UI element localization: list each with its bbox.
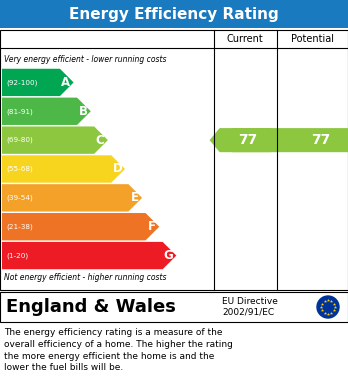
Bar <box>0 30 348 290</box>
Polygon shape <box>2 242 176 269</box>
Text: Not energy efficient - higher running costs: Not energy efficient - higher running co… <box>4 273 166 283</box>
Text: (39-54): (39-54) <box>6 195 33 201</box>
Text: England & Wales: England & Wales <box>6 298 176 316</box>
Text: (55-68): (55-68) <box>6 166 33 172</box>
Text: B: B <box>79 105 88 118</box>
Text: F: F <box>148 220 156 233</box>
Polygon shape <box>2 69 74 96</box>
Text: Very energy efficient - lower running costs: Very energy efficient - lower running co… <box>4 56 166 65</box>
Text: Current: Current <box>227 34 264 44</box>
Text: (81-91): (81-91) <box>6 108 33 115</box>
Bar <box>0 292 348 322</box>
Text: C: C <box>96 134 104 147</box>
Text: D: D <box>112 163 122 176</box>
Text: The energy efficiency rating is a measure of the
overall efficiency of a home. T: The energy efficiency rating is a measur… <box>4 328 233 372</box>
Polygon shape <box>222 128 348 152</box>
Polygon shape <box>2 155 125 183</box>
Polygon shape <box>2 213 159 240</box>
Text: (69-80): (69-80) <box>6 137 33 143</box>
Text: (92-100): (92-100) <box>6 79 37 86</box>
Text: EU Directive
2002/91/EC: EU Directive 2002/91/EC <box>222 297 278 317</box>
Polygon shape <box>2 98 91 125</box>
Text: 77: 77 <box>311 133 330 147</box>
Text: A: A <box>61 76 71 89</box>
Polygon shape <box>209 128 271 152</box>
Text: (1-20): (1-20) <box>6 252 28 259</box>
Text: Energy Efficiency Rating: Energy Efficiency Rating <box>69 7 279 22</box>
Text: 77: 77 <box>238 133 258 147</box>
Text: (21-38): (21-38) <box>6 224 33 230</box>
Polygon shape <box>2 184 142 212</box>
Polygon shape <box>2 126 108 154</box>
Circle shape <box>317 296 339 318</box>
Text: G: G <box>164 249 174 262</box>
Text: E: E <box>130 191 139 204</box>
Bar <box>0 0 348 28</box>
Text: Potential: Potential <box>291 34 334 44</box>
